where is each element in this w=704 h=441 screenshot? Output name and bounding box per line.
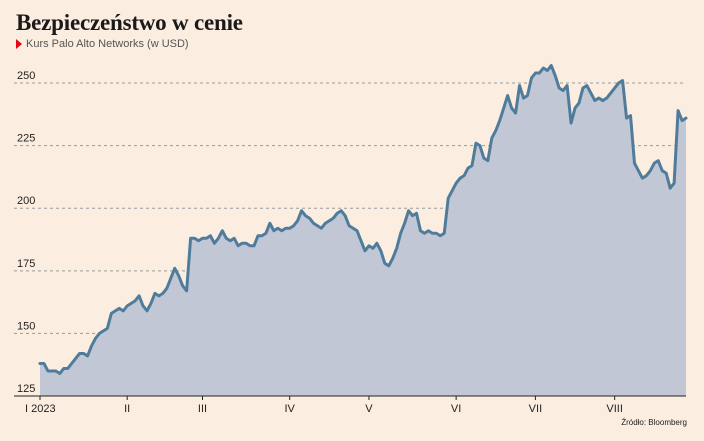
- source-note: Źródło: Bloomberg: [621, 418, 687, 427]
- chart-title: Bezpieczeństwo w cenie: [16, 10, 243, 35]
- x-tick-label-2: III: [198, 403, 207, 415]
- subtitle-text: Kurs Palo Alto Networks (w USD): [26, 38, 189, 50]
- x-tick-label-5: VI: [451, 403, 461, 415]
- chart-subtitle: Kurs Palo Alto Networks (w USD): [16, 38, 189, 50]
- price-area: [40, 65, 686, 396]
- y-tick-label-200: 200: [17, 195, 35, 207]
- x-tick-label-7: VIII: [606, 403, 623, 415]
- x-tick-label-1: II: [124, 403, 130, 415]
- x-tick-label-4: V: [365, 403, 373, 415]
- x-tick-label-3: IV: [284, 403, 295, 415]
- y-tick-label-150: 150: [17, 320, 35, 332]
- y-tick-label-175: 175: [17, 258, 35, 270]
- x-tick-label-0: I 2023: [25, 403, 56, 415]
- y-tick-label-225: 225: [17, 133, 35, 145]
- price-line: [38, 64, 688, 375]
- y-tick-label-125: 125: [17, 383, 35, 395]
- y-tick-label-250: 250: [17, 70, 35, 82]
- x-tick-label-6: VII: [529, 403, 542, 415]
- red-triangle-icon: [16, 39, 22, 49]
